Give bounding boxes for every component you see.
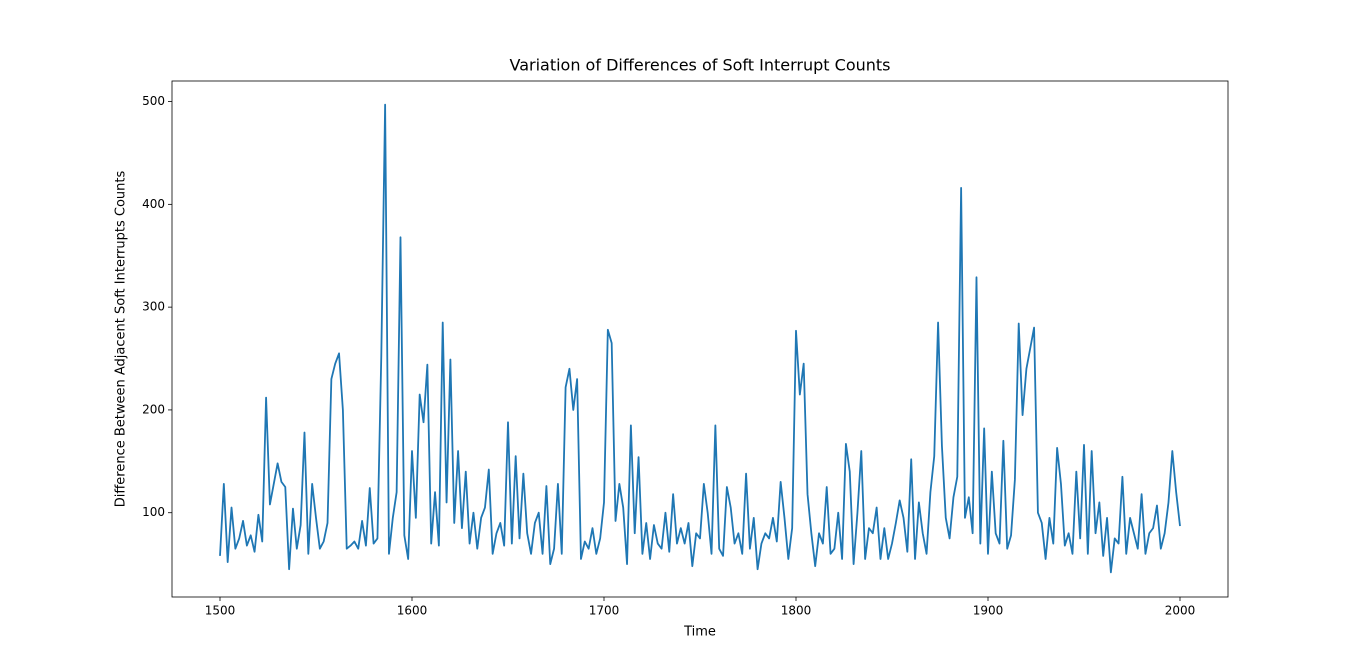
y-tick-label: 400 bbox=[142, 197, 165, 211]
data-line bbox=[219, 103, 1181, 574]
x-tick-label: 1500 bbox=[205, 604, 236, 618]
x-tick-label: 1600 bbox=[397, 604, 428, 618]
x-axis-label: Time bbox=[683, 625, 716, 640]
y-axis-label: Difference Between Adjacent Soft Interru… bbox=[114, 170, 129, 507]
y-tick-label: 500 bbox=[142, 94, 165, 108]
x-tick-label: 1700 bbox=[589, 604, 620, 618]
x-tick-label: 1800 bbox=[781, 604, 812, 618]
x-tick-label: 2000 bbox=[1165, 604, 1196, 618]
y-tick-label: 300 bbox=[142, 300, 165, 314]
x-tick-label: 1900 bbox=[973, 604, 1004, 618]
y-tick-label: 200 bbox=[142, 402, 165, 416]
chart-title: Variation of Differences of Soft Interru… bbox=[509, 56, 890, 75]
y-tick-label: 100 bbox=[142, 505, 165, 519]
plot-frame bbox=[171, 80, 1229, 598]
